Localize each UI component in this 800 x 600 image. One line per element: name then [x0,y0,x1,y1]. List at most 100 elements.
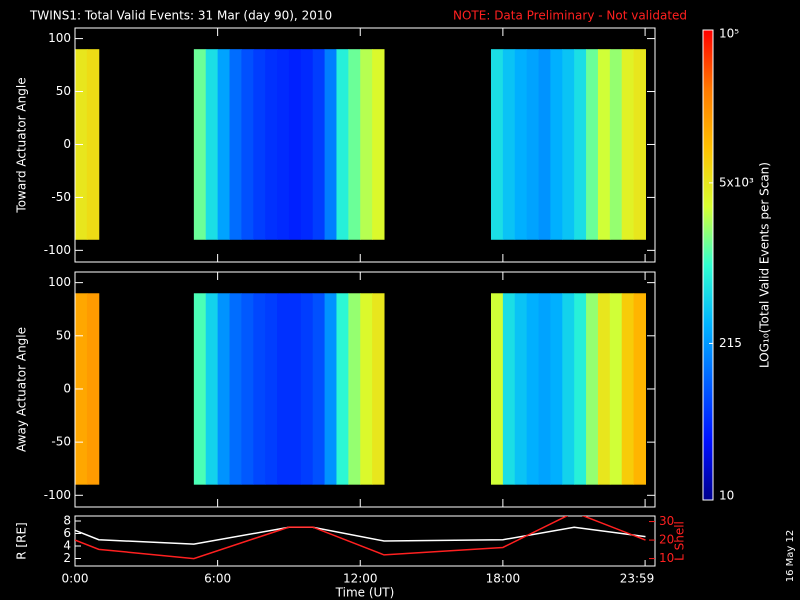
heatmap-cell [86,293,100,485]
note: NOTE: Data Preliminary - Not validated [453,9,687,23]
series-line [75,526,646,545]
heatmap-cell [502,293,516,485]
heatmap-cell [277,49,290,240]
heatmap-cell [312,293,326,485]
heatmap-cell [205,293,219,485]
y-axis-label: R [RE] [15,522,29,559]
y-tick-label: 6 [63,526,71,540]
heatmap-cell [574,49,587,240]
heatmap-cell [372,293,385,485]
heatmap-cell [514,49,528,240]
heatmap-cell [586,293,599,485]
heatmap-cell [217,293,231,485]
heatmap-cell [241,49,254,240]
heatmap-cell [514,293,528,485]
y-tick-label: 50 [56,84,71,98]
y-tick-label: 50 [56,328,71,342]
heatmap-cell [336,49,349,240]
y2-tick-label: 30 [659,514,674,528]
heatmap-cell [300,293,314,485]
y-tick-label: -50 [51,435,71,449]
heatmap-cell [288,293,302,485]
x-tick-label: 0:00 [62,572,89,586]
heatmap-cell [253,293,266,485]
heatmap-cell [526,293,540,485]
y2-axis-label: L Shell [673,521,687,561]
heatmap-cell [241,293,254,485]
plot-frame [74,271,656,508]
heatmap-cell [253,49,266,240]
y2-tick-label: 10 [659,551,674,565]
heatmap-cell [312,49,326,240]
heatmap-cell [324,293,337,485]
heatmap-cell [550,49,563,240]
heatmap-cell [277,293,290,485]
y-tick-label: -100 [44,488,71,502]
title: TWINS1: Total Valid Events: 31 Mar (day … [29,9,332,23]
y-tick-label: 100 [48,31,71,45]
heatmap-cell [265,49,278,240]
date-stamp: 16 May 12 [785,530,796,582]
heatmap-cell [205,49,219,240]
colorbar-label: LOG₁₀(Total Valid Events per Scan) [758,162,772,368]
y-tick-label: -100 [44,243,71,257]
heatmap-cell [621,293,635,485]
heatmap-cell [621,49,635,240]
x-tick-label: 23:59 [620,572,655,586]
heatmap-cell [336,293,349,485]
heatmap-cell [562,49,575,240]
heatmap-cell [193,293,207,485]
colorbar [702,29,714,501]
heatmap-cell [229,49,242,240]
heatmap-cell [193,49,207,240]
heatmap-cell [348,293,361,485]
x-tick-label: 12:00 [343,572,378,586]
x-tick-label: 18:00 [486,572,521,586]
heatmap-cell [288,49,302,240]
y2-tick-label: 20 [659,533,674,547]
y-tick-label: 8 [63,514,71,528]
heatmap-cell [490,293,504,485]
y-tick-label: 2 [63,551,71,565]
plot-frame [74,515,656,567]
heatmap-cell [597,293,611,485]
y-axis-label: Away Actuator Angle [15,327,29,452]
heatmap-cell [300,49,314,240]
y-axis-label: Toward Actuator Angle [15,77,29,213]
heatmap-cell [217,49,231,240]
y-tick-label: 100 [48,275,71,289]
colorbar-tick-label: 215 [719,336,742,350]
heatmap-cell [265,293,278,485]
heatmap-cell [229,293,242,485]
x-axis-label: Time (UT) [335,586,395,600]
heatmap-cell [324,49,337,240]
heatmap-cell [609,293,623,485]
heatmap-cell [360,49,373,240]
heatmap-cell [502,49,516,240]
heatmap-cell [372,49,385,240]
y-tick-label: 0 [63,137,71,151]
colorbar-tick-label: 5x10³ [719,175,754,189]
heatmap-cell [609,49,623,240]
y-tick-label: 0 [63,381,71,395]
x-tick-label: 6:00 [204,572,231,586]
plot-frame [74,27,656,263]
heatmap-cell [550,293,563,485]
y-tick-label: -50 [51,190,71,204]
heatmap-cell [348,49,361,240]
heatmap-cell [633,49,646,240]
heatmap-cell [562,293,575,485]
y-tick-label: 4 [63,539,71,553]
colorbar-tick-label: 10⁵ [719,27,739,41]
heatmap-cell [574,293,587,485]
heatmap-cell [538,49,551,240]
heatmap-cell [586,49,599,240]
heatmap-cell [526,49,540,240]
heatmap-cell [360,293,373,485]
heatmap-cell [633,293,646,485]
heatmap-cell [597,49,611,240]
heatmap-cell [538,293,551,485]
series-line [75,516,646,560]
